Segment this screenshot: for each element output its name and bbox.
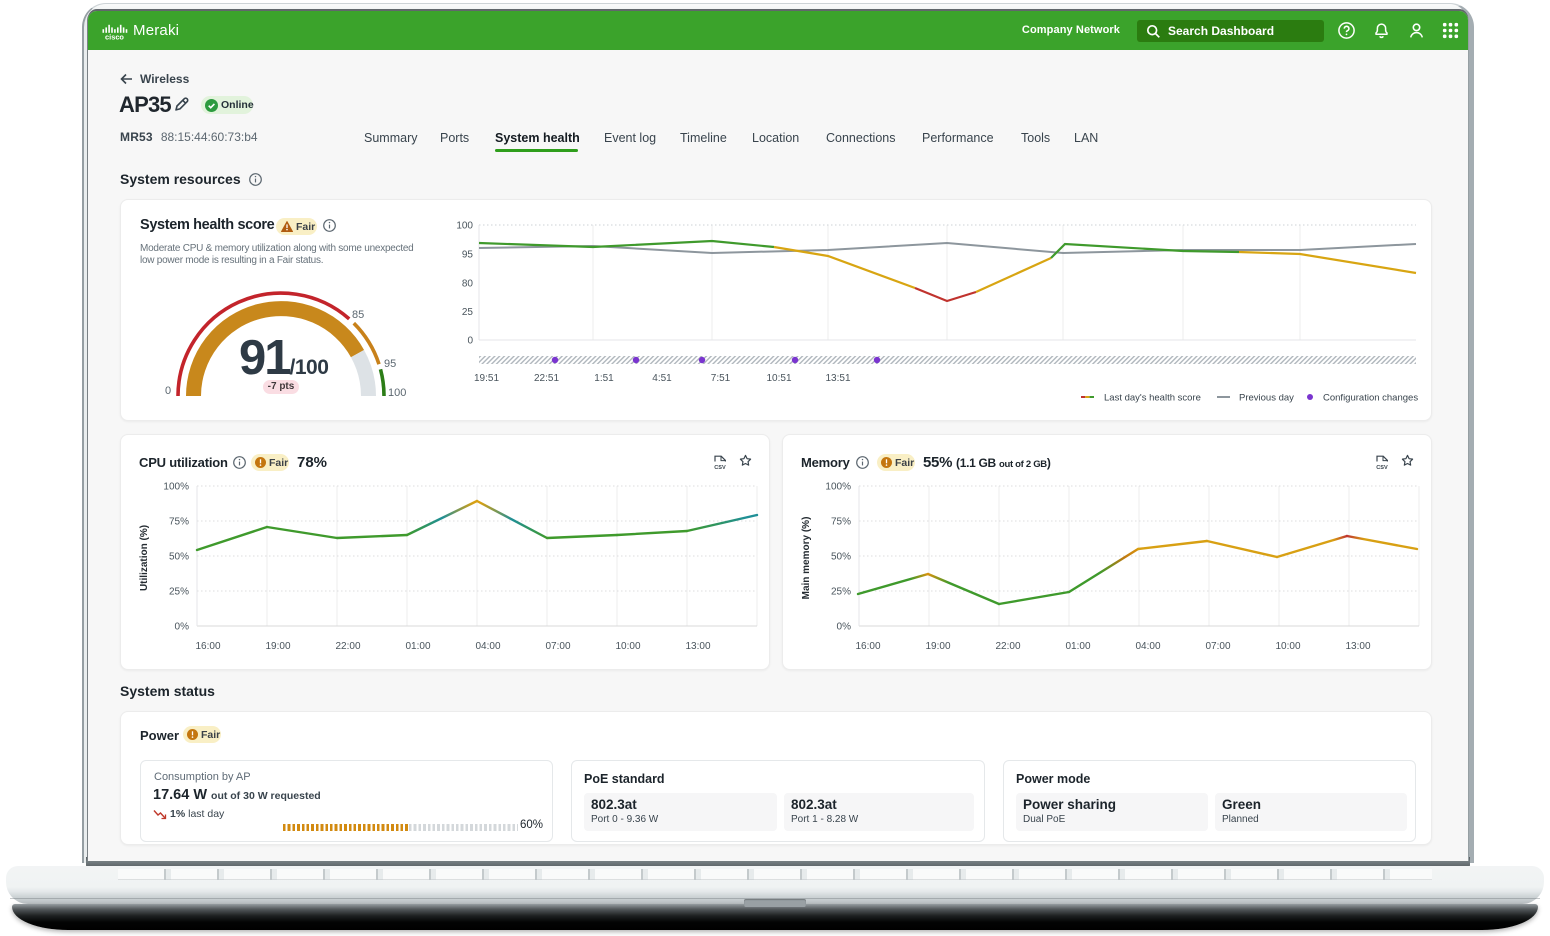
svg-text:100: 100 (456, 221, 473, 232)
svg-text:0: 0 (467, 336, 473, 347)
svg-text:07:00: 07:00 (545, 641, 570, 652)
svg-text:01:00: 01:00 (1065, 641, 1090, 652)
svg-text:22:00: 22:00 (335, 641, 360, 652)
svg-text:10:00: 10:00 (1275, 641, 1300, 652)
svg-text:25: 25 (462, 307, 474, 318)
svg-text:Configuration changes: Configuration changes (1323, 393, 1418, 404)
svg-text:01:00: 01:00 (405, 641, 430, 652)
svg-text:04:00: 04:00 (475, 641, 500, 652)
svg-text:16:00: 16:00 (855, 641, 880, 652)
svg-text:50%: 50% (169, 552, 189, 563)
svg-text:16:00: 16:00 (195, 641, 220, 652)
svg-text:19:51: 19:51 (474, 373, 499, 384)
svg-text:04:00: 04:00 (1135, 641, 1160, 652)
svg-text:CSV: CSV (714, 465, 726, 470)
svg-text:1:51: 1:51 (594, 373, 614, 384)
svg-text:Last day's health score: Last day's health score (1104, 393, 1201, 404)
svg-text:10:00: 10:00 (615, 641, 640, 652)
svg-text:22:51: 22:51 (534, 373, 559, 384)
svg-text:Utilization (%): Utilization (%) (139, 525, 150, 591)
svg-text:10:51: 10:51 (766, 373, 791, 384)
svg-text:50%: 50% (831, 552, 851, 563)
svg-text:4:51: 4:51 (652, 373, 672, 384)
svg-text:Main memory (%): Main memory (%) (801, 517, 812, 600)
svg-text:13:00: 13:00 (1345, 641, 1370, 652)
svg-text:95: 95 (462, 250, 474, 261)
svg-text:0%: 0% (837, 622, 852, 633)
svg-text:0%: 0% (175, 622, 190, 633)
svg-text:cisco: cisco (105, 33, 124, 40)
svg-text:13:51: 13:51 (825, 373, 850, 384)
svg-text:19:00: 19:00 (925, 641, 950, 652)
svg-text:75%: 75% (169, 517, 189, 528)
svg-text:75%: 75% (831, 517, 851, 528)
svg-text:7:51: 7:51 (711, 373, 731, 384)
svg-text:19:00: 19:00 (265, 641, 290, 652)
svg-text:25%: 25% (831, 587, 851, 598)
svg-text:80: 80 (462, 279, 474, 290)
svg-text:100%: 100% (163, 482, 189, 493)
svg-text:CSV: CSV (1376, 465, 1388, 470)
svg-text:13:00: 13:00 (685, 641, 710, 652)
svg-text:22:00: 22:00 (995, 641, 1020, 652)
svg-text:25%: 25% (169, 587, 189, 598)
svg-text:07:00: 07:00 (1205, 641, 1230, 652)
svg-text:100%: 100% (825, 482, 851, 493)
svg-text:Previous day: Previous day (1239, 393, 1294, 404)
